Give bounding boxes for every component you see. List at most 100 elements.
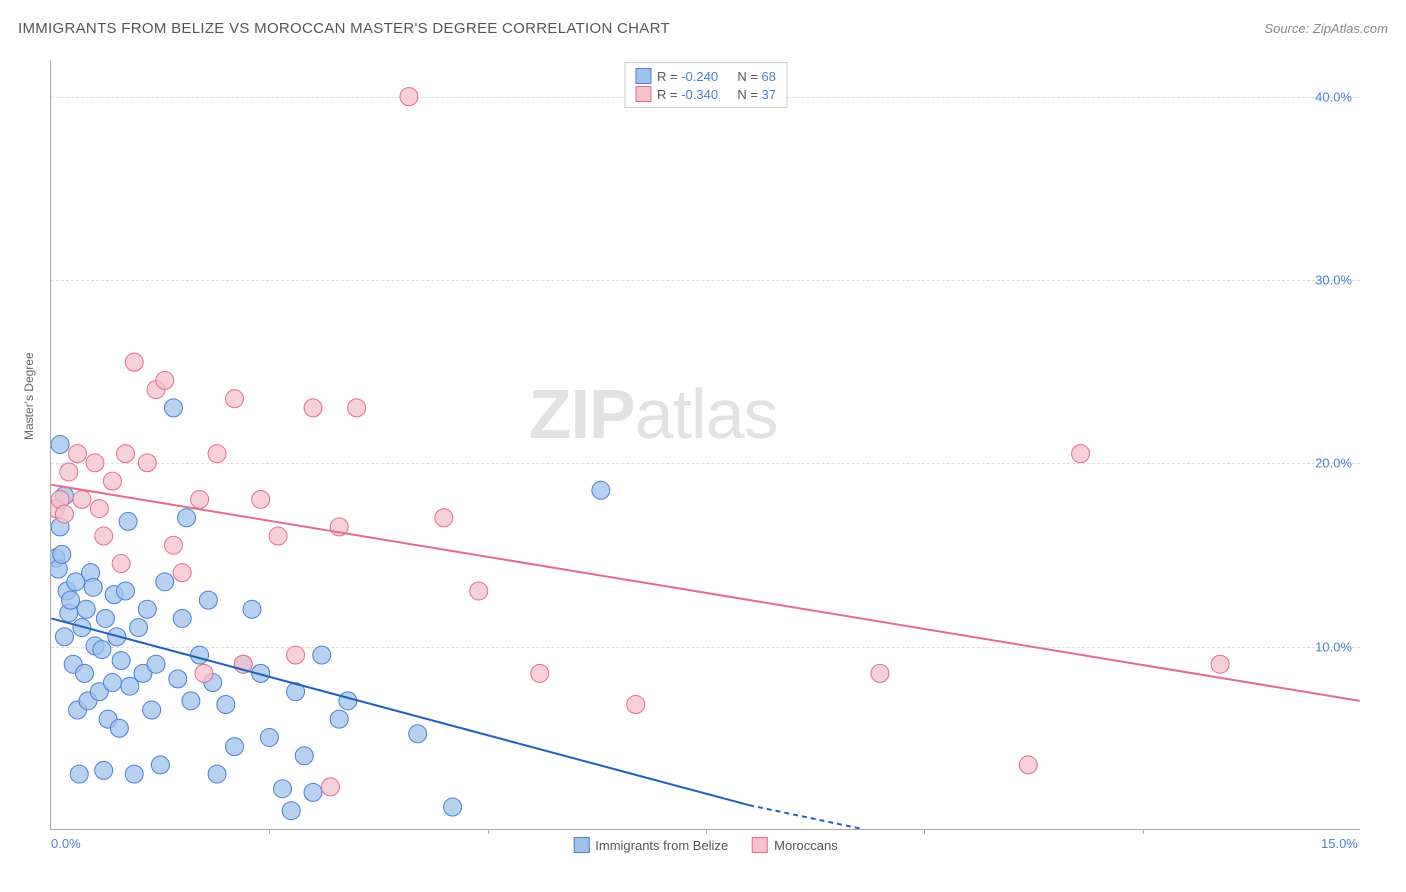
x-tick-mark bbox=[488, 829, 489, 834]
data-point bbox=[55, 628, 73, 646]
data-point bbox=[273, 780, 291, 798]
data-point bbox=[1072, 445, 1090, 463]
data-point bbox=[313, 646, 331, 664]
data-point bbox=[435, 509, 453, 527]
data-point bbox=[339, 692, 357, 710]
data-point bbox=[125, 353, 143, 371]
data-point bbox=[70, 765, 88, 783]
data-point bbox=[138, 600, 156, 618]
data-point bbox=[409, 725, 427, 743]
data-point bbox=[199, 591, 217, 609]
data-point bbox=[103, 674, 121, 692]
data-point bbox=[96, 609, 114, 627]
legend-item: Moroccans bbox=[752, 837, 838, 853]
data-point bbox=[62, 591, 80, 609]
data-point bbox=[116, 445, 134, 463]
x-tick-label: 0.0% bbox=[51, 836, 81, 851]
data-point bbox=[208, 445, 226, 463]
data-point bbox=[226, 738, 244, 756]
data-point bbox=[173, 609, 191, 627]
data-point bbox=[208, 765, 226, 783]
data-point bbox=[116, 582, 134, 600]
series-legend: Immigrants from Belize Moroccans bbox=[573, 837, 838, 853]
chart-title: IMMIGRANTS FROM BELIZE VS MOROCCAN MASTE… bbox=[18, 20, 670, 37]
correlation-legend: R = -0.240 N = 68 R = -0.340 N = 37 bbox=[624, 62, 787, 108]
x-tick-mark bbox=[706, 829, 707, 834]
data-point bbox=[531, 664, 549, 682]
source-link[interactable]: ZipAtlas.com bbox=[1313, 21, 1388, 36]
data-point bbox=[73, 490, 91, 508]
data-point bbox=[103, 472, 121, 490]
data-point bbox=[444, 798, 462, 816]
data-point bbox=[191, 646, 209, 664]
data-point bbox=[84, 578, 102, 596]
legend-swatch bbox=[635, 86, 651, 102]
data-point bbox=[173, 564, 191, 582]
legend-series-name: Moroccans bbox=[774, 838, 838, 853]
data-point bbox=[164, 399, 182, 417]
data-point bbox=[627, 696, 645, 714]
data-point bbox=[138, 454, 156, 472]
source-attribution: Source: ZipAtlas.com bbox=[1264, 21, 1388, 36]
data-point bbox=[400, 88, 418, 106]
data-point bbox=[156, 371, 174, 389]
legend-item: Immigrants from Belize bbox=[573, 837, 728, 853]
data-point bbox=[1019, 756, 1037, 774]
x-tick-mark bbox=[269, 829, 270, 834]
legend-row: R = -0.340 N = 37 bbox=[635, 85, 776, 103]
data-point bbox=[260, 728, 278, 746]
data-point bbox=[77, 600, 95, 618]
data-point bbox=[191, 490, 209, 508]
legend-n-label: N = 68 bbox=[737, 69, 776, 84]
legend-n-label: N = 37 bbox=[737, 87, 776, 102]
scatter-svg bbox=[51, 60, 1360, 829]
legend-swatch bbox=[573, 837, 589, 853]
data-point bbox=[304, 783, 322, 801]
data-point bbox=[178, 509, 196, 527]
data-point bbox=[164, 536, 182, 554]
x-tick-mark bbox=[1143, 829, 1144, 834]
data-point bbox=[330, 710, 348, 728]
y-axis-label: Master's Degree bbox=[22, 352, 36, 440]
legend-r-label: R = -0.340 bbox=[657, 87, 718, 102]
trend-line-extrapolated bbox=[749, 805, 862, 829]
x-tick-mark bbox=[924, 829, 925, 834]
data-point bbox=[112, 555, 130, 573]
data-point bbox=[348, 399, 366, 417]
data-point bbox=[871, 664, 889, 682]
data-point bbox=[156, 573, 174, 591]
legend-row: R = -0.240 N = 68 bbox=[635, 67, 776, 85]
data-point bbox=[304, 399, 322, 417]
data-point bbox=[69, 445, 87, 463]
data-point bbox=[86, 454, 104, 472]
x-tick-label: 15.0% bbox=[1321, 836, 1358, 851]
data-point bbox=[226, 390, 244, 408]
data-point bbox=[182, 692, 200, 710]
legend-r-label: R = -0.240 bbox=[657, 69, 718, 84]
data-point bbox=[119, 512, 137, 530]
data-point bbox=[295, 747, 313, 765]
data-point bbox=[53, 545, 71, 563]
data-point bbox=[217, 696, 235, 714]
data-point bbox=[93, 641, 111, 659]
legend-series-name: Immigrants from Belize bbox=[595, 838, 728, 853]
data-point bbox=[1211, 655, 1229, 673]
data-point bbox=[252, 490, 270, 508]
data-point bbox=[269, 527, 287, 545]
data-point bbox=[282, 802, 300, 820]
data-point bbox=[470, 582, 488, 600]
data-point bbox=[151, 756, 169, 774]
data-point bbox=[95, 761, 113, 779]
data-point bbox=[243, 600, 261, 618]
data-point bbox=[95, 527, 113, 545]
data-point bbox=[169, 670, 187, 688]
legend-swatch bbox=[635, 68, 651, 84]
data-point bbox=[51, 436, 69, 454]
data-point bbox=[76, 664, 94, 682]
data-point bbox=[147, 655, 165, 673]
plot-area: R = -0.240 N = 68 R = -0.340 N = 37 ZIPa… bbox=[50, 60, 1360, 830]
data-point bbox=[592, 481, 610, 499]
data-point bbox=[55, 505, 73, 523]
data-point bbox=[110, 719, 128, 737]
data-point bbox=[125, 765, 143, 783]
